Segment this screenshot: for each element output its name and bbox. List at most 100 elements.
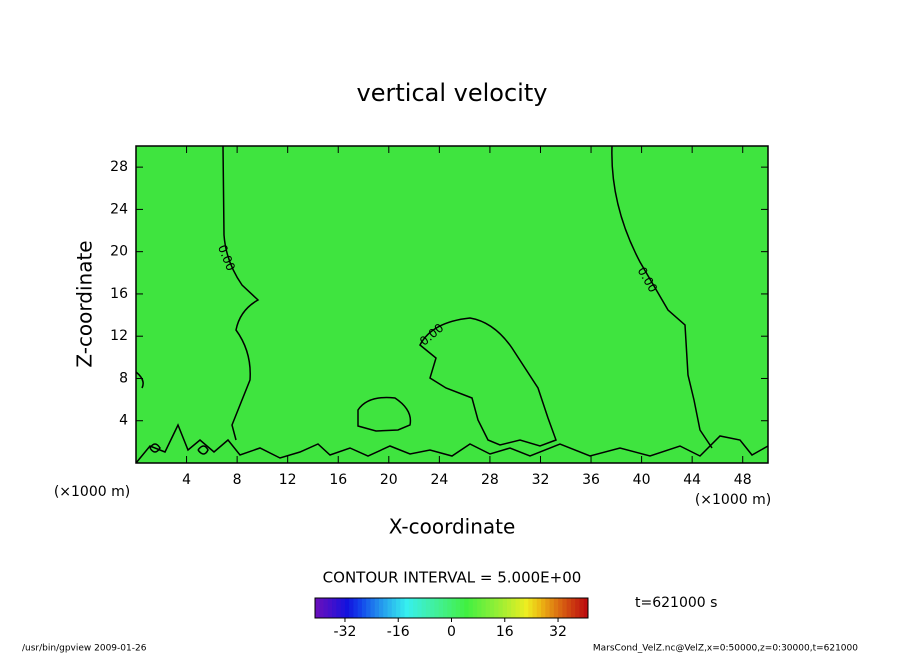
colorbar-cell (519, 598, 525, 618)
colorbar-cell (583, 598, 589, 618)
x-tick-label: 20 (380, 472, 398, 488)
colorbar-cell (336, 598, 342, 618)
chart-title: vertical velocity (357, 79, 548, 107)
x-tick-label: 44 (683, 472, 701, 488)
contour-line (135, 371, 144, 389)
x-tick-label: 12 (279, 472, 297, 488)
colorbar-cell (434, 598, 440, 618)
colorbar-tick-label: 0 (447, 624, 456, 640)
x-tick-label: 24 (430, 472, 448, 488)
colorbar-cell (353, 598, 359, 618)
y-tick-label: 4 (119, 413, 128, 429)
colorbar-cell (485, 598, 491, 618)
contour-line (419, 317, 557, 447)
contour-line (357, 396, 412, 432)
colorbar-cell (332, 598, 337, 618)
footer-right: MarsCond_VelZ.nc@VelZ,x=0:50000,z=0:3000… (593, 644, 858, 654)
colorbar-cell (430, 598, 435, 618)
colorbar-cell (575, 598, 580, 618)
colorbar-cell (494, 598, 499, 618)
contour-line (135, 423, 769, 464)
colorbar-cell (442, 598, 448, 618)
colorbar-cell (340, 598, 346, 618)
colorbar-cell (541, 598, 546, 618)
colorbar-tick-label: 32 (549, 624, 567, 640)
x-tick-label: 4 (182, 472, 191, 488)
colorbar-cell (489, 598, 495, 618)
x-tick-label: 28 (481, 472, 499, 488)
colorbar-cell (515, 598, 521, 618)
footer-left: /usr/bin/gpview 2009-01-26 (22, 644, 147, 654)
colorbar-cell (344, 598, 350, 618)
colorbar-cell (357, 598, 363, 618)
colorbar-cell (391, 598, 397, 618)
colorbar-cell (451, 598, 457, 618)
colorbar-tick-label: -16 (387, 624, 410, 640)
y-tick-label: 28 (110, 159, 128, 175)
colorbar-cell (383, 598, 389, 618)
colorbar-cell (524, 598, 529, 618)
contour-line (149, 443, 161, 453)
contour-line (611, 145, 713, 449)
colorbar-cell (566, 598, 572, 618)
x-tick-label: 8 (233, 472, 242, 488)
colorbar-cell (319, 598, 325, 618)
plot-frame (135, 145, 769, 464)
colorbar-cell (532, 598, 538, 618)
colorbar-cell (421, 598, 427, 618)
y-tick-label: 20 (110, 244, 128, 260)
colorbar-tick-label: 16 (496, 624, 514, 640)
colorbar-cell (404, 598, 410, 618)
colorbar-cell (417, 598, 423, 618)
colorbar-cell (549, 598, 555, 618)
colorbar-cell (545, 598, 551, 618)
colorbar-cell (502, 598, 508, 618)
y-tick-label: 16 (110, 286, 128, 302)
colorbar-cell (464, 598, 470, 618)
y-tick-label: 8 (119, 370, 128, 386)
colorbar-cell (387, 598, 393, 618)
y-unit: (×1000 m) (54, 484, 130, 500)
colorbar-cell (558, 598, 563, 618)
colorbar-tick-label: -32 (334, 624, 357, 640)
contour-line (222, 145, 260, 441)
colorbar-cell (570, 598, 576, 618)
colorbar-cell (425, 598, 431, 618)
x-tick-label: 16 (329, 472, 347, 488)
plot-field (136, 146, 768, 463)
colorbar-cell (374, 598, 380, 618)
colorbar-cell (361, 598, 367, 618)
colorbar-cell (460, 598, 465, 618)
colorbar-cell (528, 598, 534, 618)
colorbar-cell (468, 598, 474, 618)
colorbar-cell (327, 598, 333, 618)
colorbar-cell (472, 598, 478, 618)
x-tick-label: 40 (633, 472, 651, 488)
colorbar-cell (447, 598, 452, 618)
colorbar-cell (370, 598, 376, 618)
colorbar-cell (562, 598, 568, 618)
colorbar-cell (378, 598, 384, 618)
colorbar-cell (455, 598, 461, 618)
colorbar-cell (366, 598, 371, 618)
contour-line (197, 445, 209, 455)
colorbar-cell (506, 598, 512, 618)
y-tick-label: 24 (110, 201, 128, 217)
colorbar-cell (323, 598, 329, 618)
colorbar-cell (498, 598, 504, 618)
colorbar-cell (438, 598, 444, 618)
colorbar-cell (579, 598, 585, 618)
x-tick-label: 32 (532, 472, 550, 488)
colorbar-cell (413, 598, 418, 618)
colorbar-cell (553, 598, 559, 618)
contour-interval: CONTOUR INTERVAL = 5.000E+00 (323, 569, 582, 587)
y-axis-label: Z-coordinate (73, 240, 97, 367)
y-tick-label: 12 (110, 328, 128, 344)
colorbar-cell (400, 598, 406, 618)
x-tick-label: 48 (734, 472, 752, 488)
colorbar-cell (481, 598, 487, 618)
colorbar-cell (511, 598, 516, 618)
x-tick-label: 36 (582, 472, 600, 488)
colorbar-cell (349, 598, 354, 618)
